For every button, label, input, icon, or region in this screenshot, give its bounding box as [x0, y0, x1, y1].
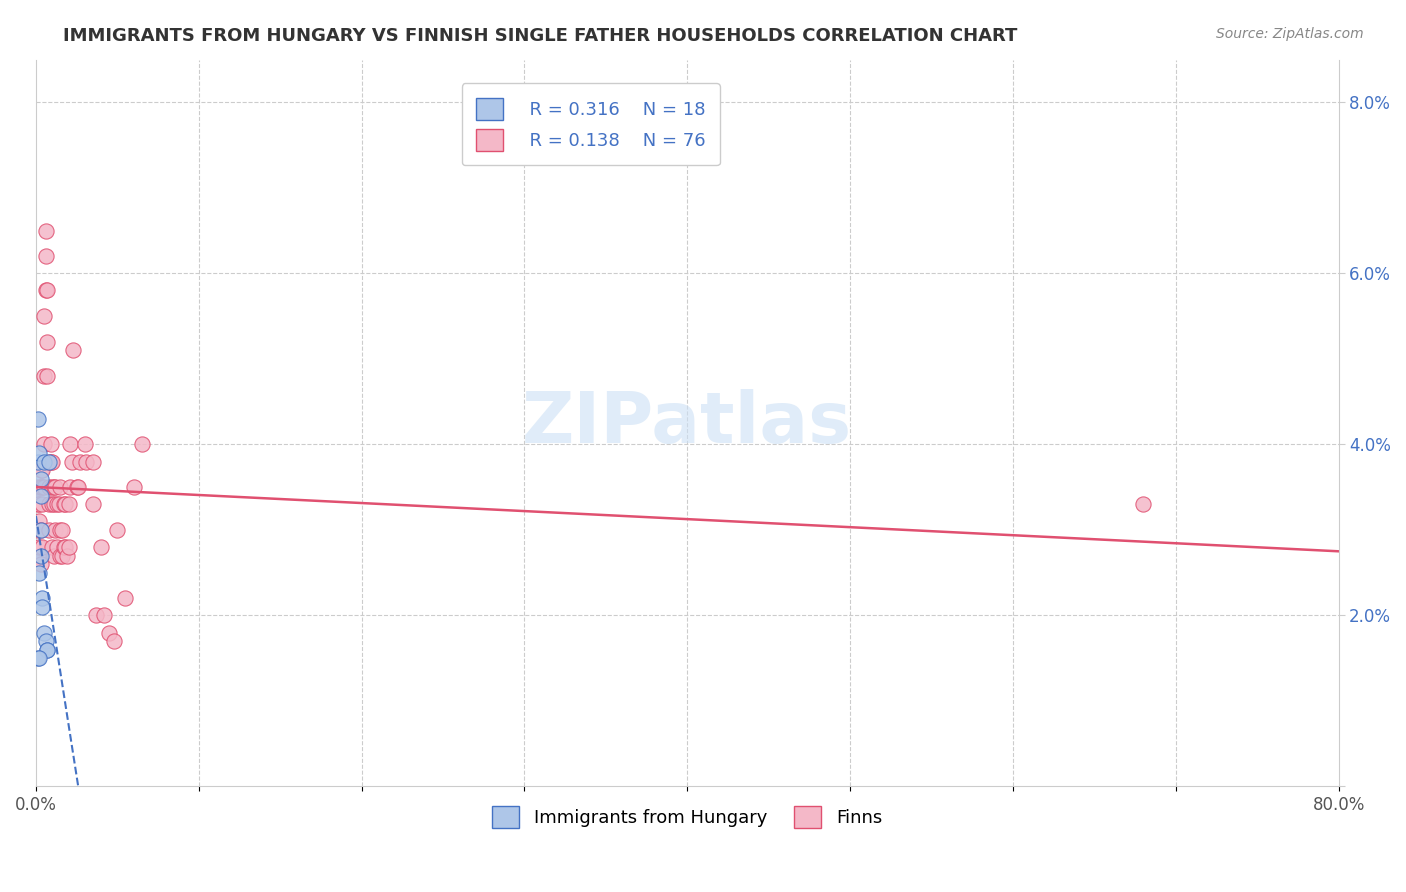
Point [41, 540, 63, 554]
Point [37, 369, 59, 384]
Point [114, 591, 136, 606]
Point [35, 634, 58, 648]
Text: ZIPatlas: ZIPatlas [522, 389, 852, 458]
Point [62, 343, 84, 358]
Point [31, 591, 53, 606]
Point [51, 549, 73, 563]
Point [32, 480, 55, 494]
Point [32, 437, 55, 451]
Point [32, 309, 55, 323]
Point [38, 480, 60, 494]
Point [42, 549, 65, 563]
Point [75, 454, 97, 468]
Text: Source: ZipAtlas.com: Source: ZipAtlas.com [1216, 27, 1364, 41]
Point [27, 411, 49, 425]
Point [93, 608, 115, 623]
Point [52, 540, 75, 554]
Point [27, 454, 49, 468]
Point [28, 446, 51, 460]
Point [30, 489, 52, 503]
Point [84, 608, 107, 623]
Point [53, 540, 76, 554]
Point [53, 497, 76, 511]
Point [32, 369, 55, 384]
Point [82, 497, 104, 511]
Text: IMMIGRANTS FROM HUNGARY VS FINNISH SINGLE FATHER HOUSEHOLDS CORRELATION CHART: IMMIGRANTS FROM HUNGARY VS FINNISH SINGL… [63, 27, 1018, 45]
Point [27, 651, 49, 665]
Point [28, 515, 51, 529]
Point [37, 642, 59, 657]
Point [66, 480, 89, 494]
Point [46, 497, 69, 511]
Point [38, 454, 60, 468]
Point [103, 634, 125, 648]
Point [30, 463, 52, 477]
Point [58, 497, 80, 511]
Point [30, 549, 52, 563]
Point [1132, 497, 1154, 511]
Point [41, 454, 63, 468]
Point [37, 334, 59, 349]
Point [122, 480, 145, 494]
Point [131, 437, 153, 451]
Point [44, 523, 66, 537]
Point [51, 523, 73, 537]
Point [30, 523, 52, 537]
Point [41, 480, 63, 494]
Point [69, 454, 91, 468]
Point [27, 497, 49, 511]
Point [37, 642, 59, 657]
Point [90, 540, 112, 554]
Point [38, 523, 60, 537]
Point [30, 472, 52, 486]
Point [35, 284, 58, 298]
Point [32, 454, 55, 468]
Point [52, 497, 75, 511]
Point [49, 549, 72, 563]
Point [49, 480, 72, 494]
Point [35, 224, 58, 238]
Point [31, 497, 53, 511]
Point [44, 480, 66, 494]
Point [30, 480, 52, 494]
Point [35, 249, 58, 263]
Point [30, 523, 52, 537]
Point [48, 497, 70, 511]
Point [31, 540, 53, 554]
Point [27, 480, 49, 494]
Point [59, 480, 82, 494]
Point [59, 437, 82, 451]
Point [27, 549, 49, 563]
Point [27, 523, 49, 537]
Point [31, 480, 53, 494]
Point [38, 454, 60, 468]
Point [32, 625, 55, 640]
Point [82, 454, 104, 468]
Point [31, 599, 53, 614]
Point [105, 523, 128, 537]
Point [28, 651, 51, 665]
Point [39, 437, 62, 451]
Point [58, 540, 80, 554]
Legend: Immigrants from Hungary, Finns: Immigrants from Hungary, Finns [485, 799, 890, 836]
Point [39, 454, 62, 468]
Point [28, 566, 51, 580]
Point [56, 549, 79, 563]
Point [98, 625, 121, 640]
Point [73, 437, 96, 451]
Point [42, 480, 65, 494]
Point [28, 497, 51, 511]
Point [28, 540, 51, 554]
Point [31, 463, 53, 477]
Point [42, 497, 65, 511]
Point [49, 523, 72, 537]
Point [60, 454, 83, 468]
Point [41, 497, 63, 511]
Point [38, 497, 60, 511]
Point [46, 540, 69, 554]
Point [67, 480, 90, 494]
Point [30, 557, 52, 571]
Point [37, 284, 59, 298]
